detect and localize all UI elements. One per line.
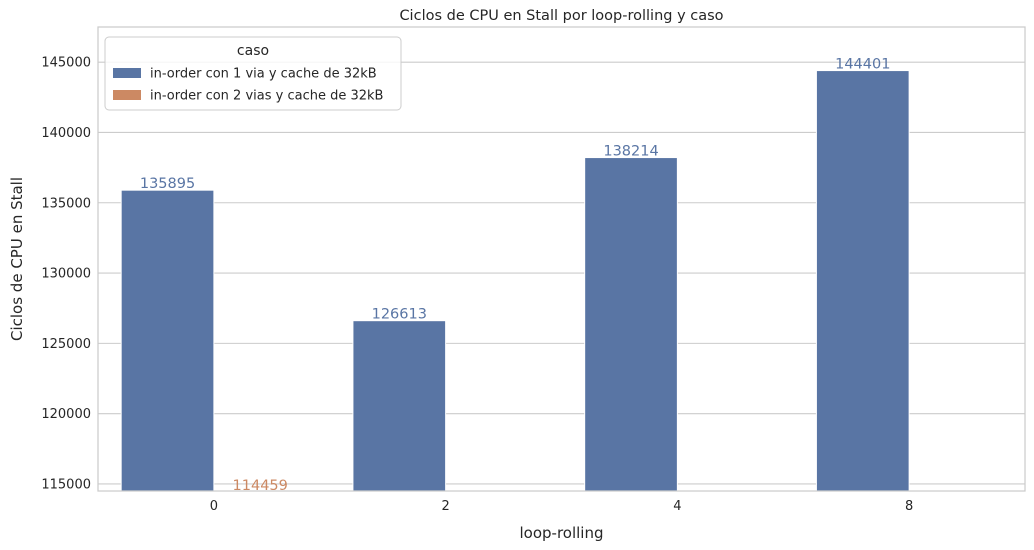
legend-label: in-order con 2 vias y cache de 32kB [150, 89, 383, 104]
y-axis-title: Ciclos de CPU en Stall [8, 177, 26, 341]
bar-value-label: 144401 [835, 57, 890, 73]
bar [352, 320, 447, 492]
bar-value-label: 135895 [140, 176, 195, 192]
legend-title: caso [237, 43, 269, 59]
plot-frame [97, 26, 1026, 492]
x-tick-label: 4 [673, 499, 681, 514]
y-tick-label: 120000 [41, 407, 91, 422]
bars [120, 70, 910, 492]
bar-value-label: 138214 [603, 144, 658, 160]
legend-box [104, 36, 402, 111]
y-tick-labels: 115000 120000 125000 130000 135000 140000 1450… [41, 56, 91, 493]
bar-value-label: 114459 [233, 478, 288, 494]
y-tick-label: 140000 [41, 126, 91, 141]
x-tick-label: 8 [905, 499, 913, 514]
bar [584, 157, 678, 492]
bar [815, 70, 910, 492]
x-tick-label: 2 [441, 499, 449, 514]
y-tick-label: 115000 [41, 477, 91, 492]
x-axis-title: loop-rolling [519, 524, 603, 542]
y-tick-label: 125000 [41, 337, 91, 352]
bar-value-label: 126613 [372, 307, 427, 323]
legend-label: in-order con 1 via y cache de 32kB [150, 67, 377, 82]
legend-swatch [113, 90, 141, 100]
y-tick-label: 135000 [41, 196, 91, 211]
x-tick-label: 0 [210, 499, 218, 514]
legend-swatch [113, 68, 141, 78]
legend: caso in-order con 1 via y cache de 32kBi… [104, 36, 402, 111]
y-tick-label: 130000 [41, 267, 91, 282]
chart-title: Ciclos de CPU en Stall por loop-rolling … [399, 8, 723, 24]
y-tick-label: 145000 [41, 56, 91, 71]
bar-labels: 135895 114459 126613 138214 144401 [140, 57, 891, 494]
x-tick-labels: 0 2 4 8 [210, 499, 914, 514]
bar [120, 189, 215, 492]
legend-items: in-order con 1 via y cache de 32kB in-ord… [113, 67, 383, 104]
